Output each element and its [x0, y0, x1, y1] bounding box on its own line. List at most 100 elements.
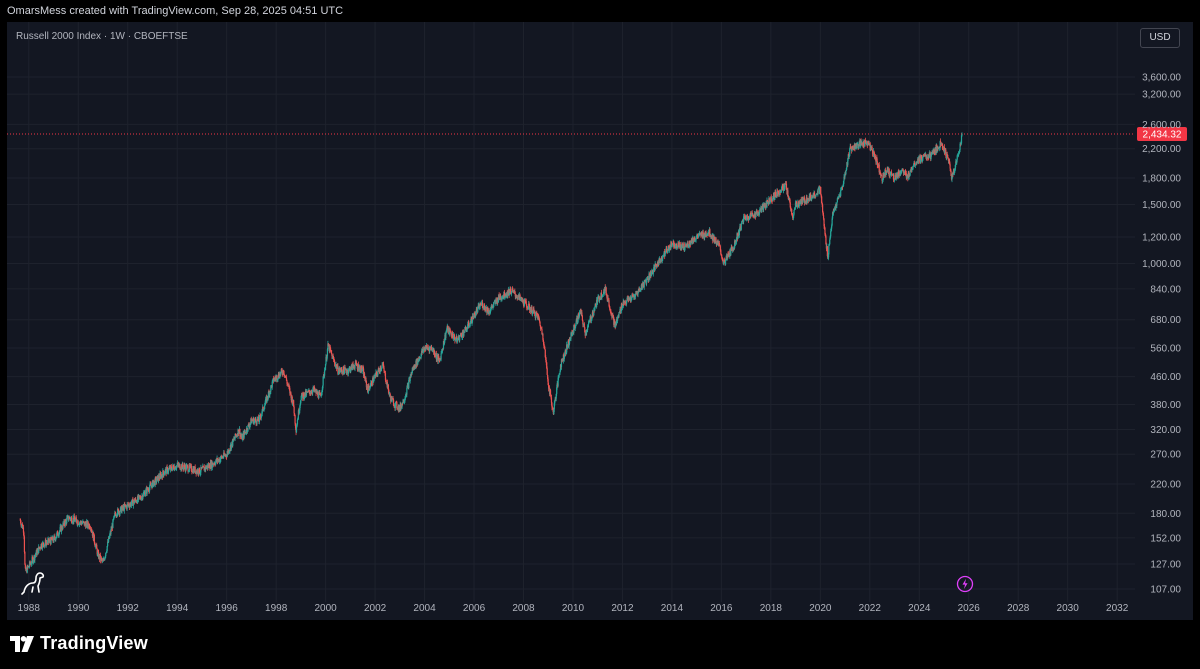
- candle-body: [717, 241, 719, 243]
- candle-body: [202, 466, 204, 468]
- candle-body: [156, 480, 158, 483]
- candle-body: [90, 529, 93, 532]
- candle-body: [131, 499, 133, 504]
- candle-body: [87, 521, 89, 526]
- candle-body: [20, 524, 23, 526]
- candle-body: [893, 179, 895, 180]
- candle-body: [264, 405, 266, 410]
- candle-body: [747, 216, 750, 221]
- candle-body: [646, 278, 648, 284]
- candle-body: [719, 246, 721, 251]
- price-tick-label: 320.00: [1150, 425, 1181, 436]
- candle-body: [700, 232, 702, 237]
- candle-body: [463, 331, 465, 336]
- candle-body: [323, 370, 326, 376]
- candle-body: [225, 454, 227, 457]
- candle-body: [311, 391, 313, 393]
- candle-body: [99, 555, 102, 561]
- candle-body: [75, 517, 77, 520]
- candle-body: [68, 518, 70, 520]
- candle-body: [735, 238, 738, 243]
- candle-body: [383, 367, 385, 372]
- candle-body: [493, 301, 495, 305]
- candle-body: [538, 316, 540, 321]
- candle-body: [216, 458, 219, 462]
- candle-body: [567, 345, 569, 348]
- candle-body: [391, 397, 394, 399]
- candle-body: [38, 546, 40, 549]
- candle-body: [545, 360, 547, 363]
- candle-body: [477, 305, 479, 308]
- candle-body: [821, 196, 823, 204]
- candle-body: [401, 402, 403, 408]
- candle-body: [886, 167, 888, 173]
- candle-body: [298, 410, 300, 414]
- candle-body: [951, 175, 953, 180]
- candle-body: [356, 365, 358, 366]
- currency-button[interactable]: USD: [1140, 28, 1180, 48]
- candle-body: [222, 457, 224, 458]
- candle-body: [508, 289, 510, 296]
- candle-body: [366, 386, 368, 390]
- candle-body: [297, 410, 300, 419]
- candle-body: [314, 390, 316, 391]
- candle-body: [117, 508, 119, 515]
- candle-body: [640, 289, 642, 291]
- candle-body: [722, 258, 724, 261]
- candle-body: [741, 221, 743, 222]
- candle-body: [837, 197, 839, 199]
- candle-body: [590, 316, 592, 321]
- candle-body: [910, 167, 913, 171]
- candle-body: [773, 192, 775, 200]
- year-tick-label: 2030: [1057, 603, 1080, 614]
- candle-body: [404, 396, 407, 399]
- candle-body: [261, 409, 263, 414]
- candle-body: [358, 370, 360, 371]
- tradingview-logo[interactable]: TradingView: [10, 633, 148, 654]
- year-tick-label: 2022: [859, 603, 882, 614]
- candle-body: [284, 374, 286, 377]
- candle-body: [269, 391, 271, 396]
- candle-body: [479, 304, 481, 307]
- chart-panel[interactable]: 2,434.32 3,600.00 3,200.00 2,600.00 2,200.00…: [7, 22, 1193, 620]
- candle-body: [150, 484, 152, 486]
- symbol-legend[interactable]: Russell 2000 Index · 1W · CBOEFTSE: [16, 31, 188, 42]
- candle-body: [489, 309, 492, 312]
- candlestick-chart[interactable]: 2,434.32 3,600.00 3,200.00 2,600.00 2,200.00…: [7, 22, 1193, 620]
- candle-body: [279, 373, 281, 378]
- candle-body: [452, 334, 455, 339]
- candle-body: [190, 465, 192, 472]
- candle-body: [850, 146, 852, 148]
- candle-body: [194, 466, 196, 473]
- candle-body: [876, 161, 878, 166]
- candle-body: [495, 299, 497, 301]
- candle-body: [30, 563, 33, 565]
- candle-body: [774, 192, 777, 195]
- candle-body: [355, 361, 357, 363]
- year-tick-label: 2008: [512, 603, 535, 614]
- price-tick-label: 180.00: [1150, 509, 1181, 520]
- candle-body: [464, 327, 466, 333]
- candle-body: [766, 200, 768, 207]
- candle-body: [66, 517, 68, 524]
- lightning-icon[interactable]: [956, 575, 974, 593]
- candle-body: [542, 334, 544, 340]
- candle-body: [170, 466, 172, 470]
- candle-body: [606, 294, 608, 300]
- candle-body: [108, 537, 110, 543]
- candle-body: [161, 474, 163, 476]
- candle-body: [618, 312, 620, 317]
- candle-body: [781, 186, 783, 191]
- candle-body: [381, 364, 383, 368]
- candle-body: [791, 209, 793, 215]
- dinosaur-icon[interactable]: [21, 570, 47, 596]
- candle-body: [327, 343, 329, 346]
- candle-body: [38, 546, 40, 553]
- candle-body: [114, 513, 116, 514]
- candle-body: [728, 256, 730, 258]
- candle-body: [501, 297, 503, 300]
- candle-body: [796, 205, 799, 207]
- candle-body: [609, 307, 611, 311]
- candle-body: [235, 433, 237, 437]
- candle-body: [175, 468, 177, 469]
